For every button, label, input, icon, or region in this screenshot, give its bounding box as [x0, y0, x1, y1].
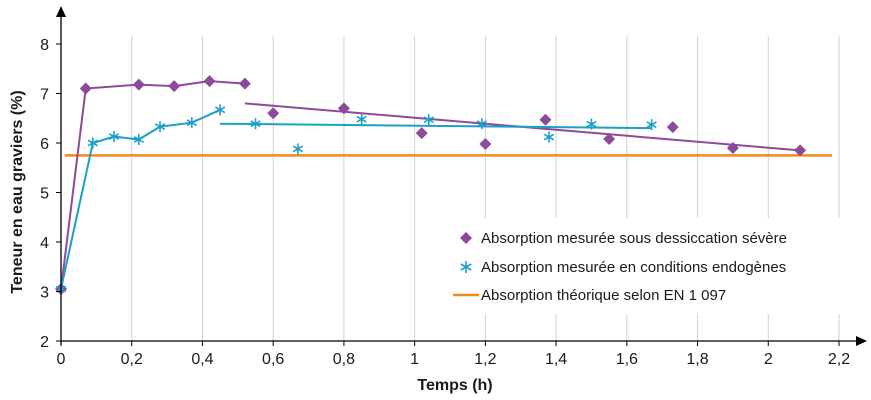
dessiccation-point	[132, 78, 145, 91]
legend-label-endogenes: Absorption mesurée en conditions endogèn…	[481, 259, 786, 276]
dessiccation-point	[666, 121, 679, 134]
asterisk-stroke	[154, 123, 166, 131]
asterisk-stroke	[356, 115, 367, 123]
dessiccation-point	[539, 113, 552, 126]
dessiccation-point	[267, 107, 280, 120]
dessiccation-line	[60, 80, 245, 290]
legend-diamond-marker	[460, 232, 472, 244]
x-tick-label: 0,4	[191, 351, 213, 368]
endogenes-line	[60, 108, 221, 290]
endogenes-point	[108, 131, 120, 143]
legend-item-endogenes: Absorption mesurée en conditions endogèn…	[460, 259, 786, 276]
endogenes-point	[214, 104, 226, 116]
x-axis-title: Temps (h)	[417, 377, 492, 394]
dessiccation-point	[794, 144, 807, 157]
endogenes-point	[250, 118, 261, 130]
asterisk-stroke	[476, 120, 487, 128]
endogenes-point	[133, 134, 144, 146]
asterisk-stroke	[423, 116, 434, 124]
dessiccation-point	[415, 127, 428, 140]
legend-item-dessiccation: Absorption mesurée sous dessiccation sév…	[460, 230, 787, 247]
asterisk-stroke	[108, 133, 120, 141]
y-tick-label: 3	[40, 285, 49, 302]
x-tick-label: 2,2	[828, 351, 850, 368]
x-axis-arrow-icon	[856, 336, 867, 346]
asterisk-stroke	[133, 136, 144, 143]
tick-layer: 0 0,2 0,4 0,6 0,8 1 1,2 1,4 1,6 1,8 2 2,2 2 3 4 5 6 7 8	[40, 37, 850, 368]
x-tick-label: 1,2	[474, 351, 496, 368]
y-axis-title: Teneur en eau graviers (%)	[9, 90, 26, 293]
asterisk-stroke	[250, 120, 261, 128]
endogenes-point	[476, 118, 487, 130]
legend-background	[447, 218, 867, 314]
x-tick-label: 0	[57, 351, 66, 368]
y-tick-label: 6	[40, 136, 49, 153]
x-tick-label: 0,2	[121, 351, 143, 368]
endogenes-point	[586, 118, 597, 130]
endogenes-point	[423, 114, 434, 126]
endogenes-point	[186, 117, 198, 129]
endogenes-point	[646, 119, 657, 131]
asterisk-stroke	[87, 139, 98, 147]
x-tick-label: 1,8	[686, 351, 708, 368]
dessiccation-point	[479, 137, 492, 150]
legend: Absorption mesurée sous dessiccation sév…	[447, 218, 867, 314]
dessiccation-point	[79, 82, 92, 95]
x-tick-label: 0,6	[262, 351, 284, 368]
y-tick-label: 7	[40, 87, 49, 104]
asterisk-stroke	[646, 121, 657, 129]
endogenes-point	[87, 137, 98, 149]
asterisk-stroke	[186, 119, 198, 127]
asterisk-stroke	[214, 106, 226, 114]
y-axis-arrow-icon	[56, 6, 66, 17]
legend-asterisk-marker	[460, 261, 472, 273]
endogenes-point	[356, 113, 367, 125]
endogenes-trendline	[220, 122, 652, 130]
asterisk-stroke	[543, 133, 555, 141]
legend-label-dessiccation: Absorption mesurée sous dessiccation sév…	[481, 230, 787, 247]
y-tick-label: 5	[40, 186, 49, 203]
y-tick-label: 4	[40, 235, 49, 252]
y-tick-label: 2	[40, 334, 49, 351]
endogenes-point	[543, 131, 555, 143]
legend-label-theorique: Absorption théorique selon EN 1 097	[481, 287, 726, 304]
asterisk-stroke	[586, 120, 597, 128]
endogenes-point	[154, 121, 166, 133]
dessiccation-point	[337, 102, 350, 115]
dessiccation-point	[603, 133, 616, 146]
x-tick-label: 0,8	[333, 351, 355, 368]
dessiccation-point	[168, 80, 181, 93]
x-tick-label: 1,6	[616, 351, 638, 368]
x-tick-label: 1,4	[545, 351, 567, 368]
x-tick-label: 1	[410, 351, 419, 368]
x-tick-label: 2	[764, 351, 773, 368]
axis-layer	[56, 6, 867, 346]
dessiccation-point	[238, 77, 251, 90]
y-tick-label: 8	[40, 37, 49, 54]
endogenes-point	[292, 143, 304, 155]
dessiccation-point	[203, 75, 216, 88]
dessiccation-point	[726, 141, 739, 154]
legend-item-theorique: Absorption théorique selon EN 1 097	[453, 287, 726, 304]
series-layer	[55, 75, 832, 296]
asterisk-stroke	[292, 145, 304, 153]
